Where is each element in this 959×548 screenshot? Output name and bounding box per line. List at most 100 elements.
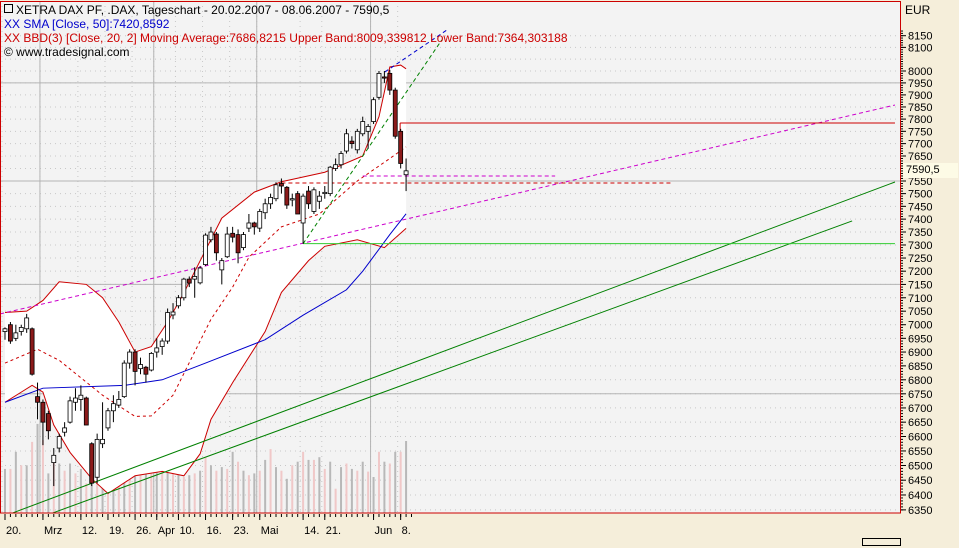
volume-bar: [204, 457, 207, 513]
sma-legend[interactable]: XX SMA [Close, 50]:7420,8592: [4, 17, 170, 31]
candle: [333, 158, 339, 171]
x-axis-label: 10.: [179, 525, 194, 537]
candle: [381, 71, 387, 83]
trend-line[interactable]: [0, 104, 896, 315]
candle-body: [208, 231, 214, 241]
candle: [24, 313, 30, 333]
volume-bar: [269, 449, 272, 513]
trend-drawings[interactable]: [0, 29, 896, 514]
candle-body: [148, 353, 154, 371]
volume-bar: [182, 477, 185, 513]
volume-bar: [231, 451, 234, 513]
volume-bar: [329, 461, 332, 513]
candle: [311, 187, 317, 214]
candle: [192, 267, 198, 298]
candle-body: [29, 328, 35, 375]
y-axis-label: 6450: [908, 475, 932, 487]
candle: [176, 295, 181, 309]
candle-body: [403, 170, 409, 176]
candle: [29, 327, 35, 376]
candle-body: [111, 403, 116, 412]
volume-bar: [253, 473, 256, 513]
candle: [208, 226, 214, 243]
volume-bar: [247, 475, 250, 513]
volume-bar: [318, 457, 321, 513]
candle-body: [241, 234, 246, 248]
volume-bar: [188, 475, 191, 513]
candle-body: [381, 76, 387, 79]
candle-body: [300, 195, 306, 224]
x-axis-label: Jun: [375, 525, 393, 537]
candle-body: [165, 312, 171, 342]
candle: [387, 69, 393, 95]
x-axis-label: Mai: [261, 525, 279, 537]
volume-bar: [220, 467, 223, 513]
y-axis-label: 6500: [908, 461, 932, 473]
volume-bar: [242, 470, 245, 513]
horizontal-scrollbar-thumb[interactable]: [862, 538, 901, 546]
candle-body: [338, 153, 344, 166]
candle: [295, 191, 301, 215]
candle-body: [181, 278, 187, 299]
candle-body: [186, 278, 192, 284]
volume-bar: [117, 468, 120, 513]
candle: [284, 186, 290, 209]
candles: [2, 69, 409, 487]
candle: [376, 71, 382, 100]
y-axis-label: 7450: [908, 201, 932, 213]
volume-bar: [134, 463, 137, 513]
volume-bar: [367, 471, 370, 513]
candle-body: [327, 166, 333, 195]
trend-line[interactable]: [51, 220, 853, 514]
candle: [105, 407, 111, 431]
candle-body: [273, 184, 279, 200]
candle-body: [18, 327, 24, 332]
candle-body: [387, 72, 393, 91]
candle: [230, 226, 236, 243]
candle-body: [251, 222, 257, 228]
trend-line[interactable]: [11, 181, 896, 514]
volume-bar: [377, 451, 380, 513]
y-axis-label: 6350: [908, 505, 932, 517]
candle: [241, 232, 246, 251]
candle: [327, 165, 333, 197]
candle-body: [203, 234, 208, 265]
candle-body: [67, 400, 73, 423]
candle-body: [333, 164, 339, 169]
x-axis-label: Mrz: [44, 525, 62, 537]
y-axis-label: 8000: [908, 66, 932, 78]
volume-bar: [291, 465, 294, 513]
volume-bar: [394, 451, 397, 513]
trend-line[interactable]: [384, 29, 448, 73]
candle-body: [138, 364, 143, 370]
candle-body: [268, 197, 273, 205]
candle-body: [24, 317, 30, 330]
candle-body: [224, 233, 230, 258]
candle: [67, 396, 73, 424]
candle: [371, 97, 376, 124]
candle: [18, 324, 24, 336]
currency-label: EUR: [905, 3, 931, 17]
candle-body: [35, 396, 40, 403]
plot-border: [0, 1, 901, 514]
volume-bar: [63, 470, 66, 513]
volume-bar: [296, 461, 299, 513]
candle: [262, 198, 268, 220]
candle: [127, 349, 133, 369]
volume-bar: [340, 467, 343, 513]
volume-bar: [4, 468, 6, 513]
volume-bar: [356, 470, 359, 513]
candle: [35, 382, 40, 420]
volume-bar: [405, 441, 408, 513]
candle: [344, 128, 349, 154]
candle: [398, 128, 404, 169]
sma50-line: [4, 213, 407, 403]
candle-body: [56, 436, 62, 449]
candle-body: [13, 332, 19, 339]
trend-line[interactable]: [302, 39, 443, 244]
volume-bar: [74, 473, 77, 513]
candle-body: [192, 276, 198, 280]
bollinger-legend[interactable]: XX BBD(3) [Close, 20, 2] Moving Average:…: [4, 31, 568, 45]
candle: [279, 178, 284, 194]
